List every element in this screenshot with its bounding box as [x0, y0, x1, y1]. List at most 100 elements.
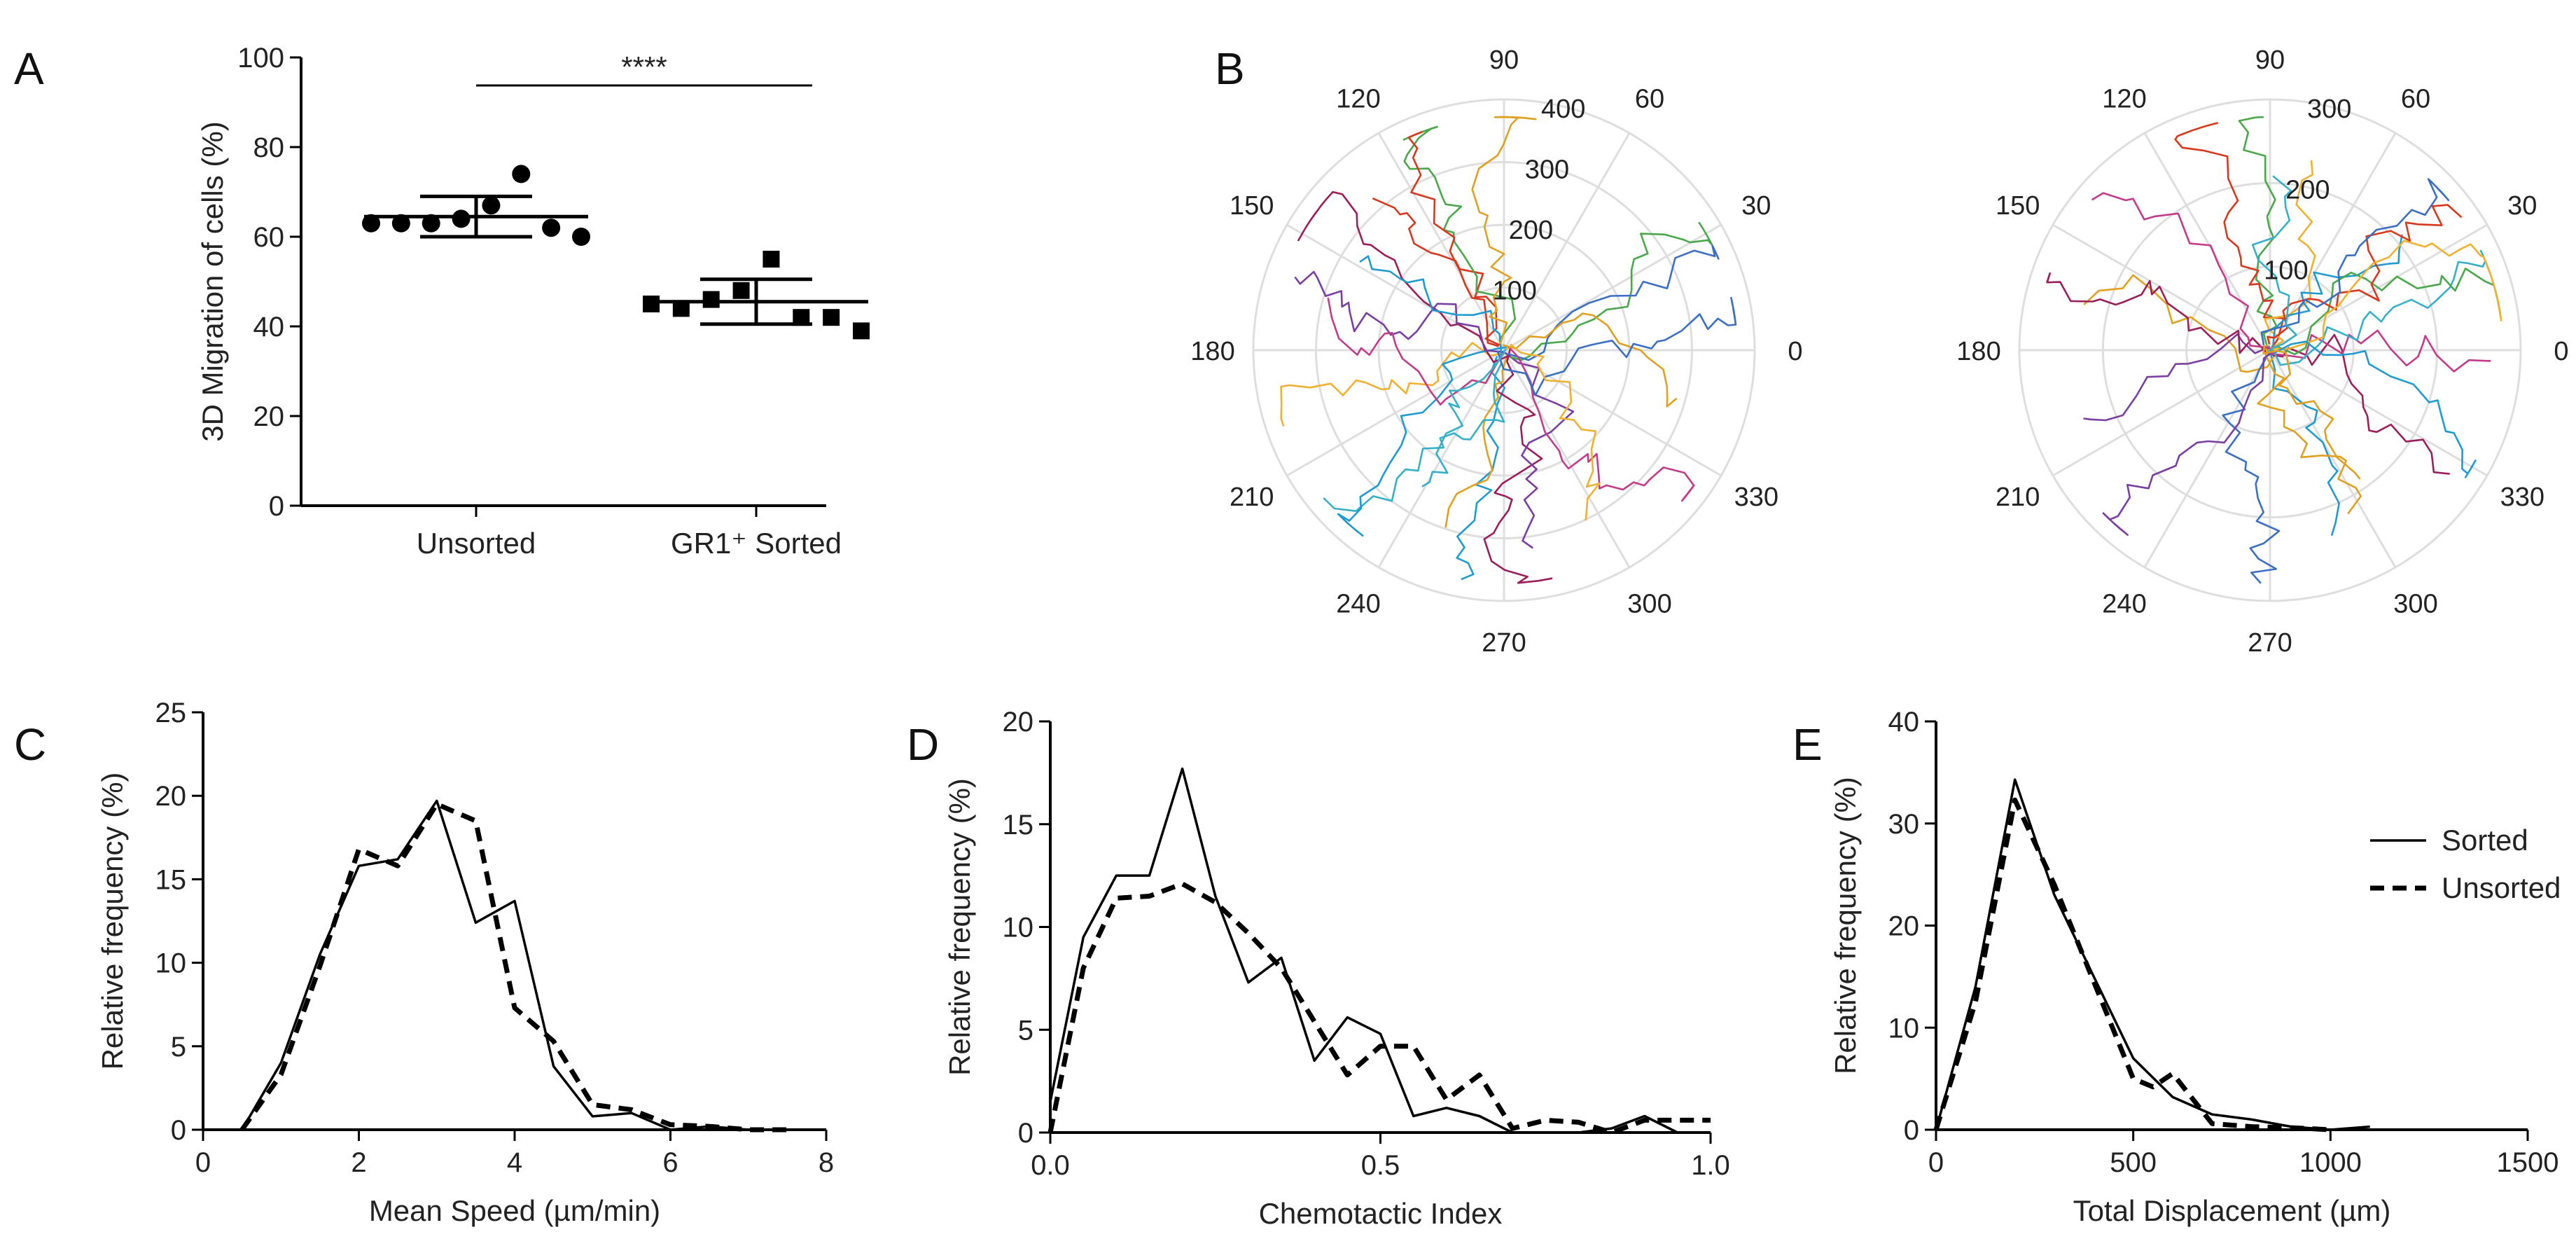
d-y-tick-label: 5	[1018, 1015, 1033, 1046]
d-series-sorted	[1049, 767, 1678, 1134]
b-angle-label: 150	[1230, 191, 1274, 221]
b-cell-track	[1407, 131, 1499, 347]
b-cell-track	[1509, 343, 1601, 521]
b-radial-label: 300	[1525, 155, 1569, 185]
b-cell-track	[2264, 160, 2316, 349]
b-angle-label: 270	[2248, 628, 2292, 658]
a-y-tick-label: 100	[237, 43, 284, 74]
panel-label-c: C	[14, 719, 46, 770]
c-series-unsorted	[239, 801, 788, 1133]
b-cell-track	[1510, 221, 1713, 361]
c-y-tick-label: 10	[155, 948, 187, 979]
b-angle-label: 300	[2393, 589, 2437, 618]
c-x-tick-label: 6	[662, 1147, 678, 1178]
d-y-tick-label: 15	[1003, 810, 1034, 840]
a-data-point	[452, 209, 471, 228]
a-x-tick-label: Unsorted	[417, 527, 536, 560]
b-grid-spoke	[2269, 349, 2488, 477]
b-angle-label: 240	[1336, 589, 1380, 618]
e-y-tick-label: 30	[1888, 809, 1920, 840]
c-x-tick-label: 0	[195, 1147, 211, 1178]
b-grid-spoke	[2269, 349, 2397, 568]
b-cell-track	[1297, 191, 1510, 364]
a-data-point	[732, 282, 750, 299]
a-y-tick-label: 0	[269, 491, 284, 522]
d-x-axis-label: Chemotactic Index	[1259, 1197, 1503, 1230]
b-cell-track	[2102, 351, 2273, 536]
b-cell-track	[1337, 346, 1508, 537]
a-significance-label: ****	[621, 50, 667, 83]
e-x-tick-label: 0	[1928, 1147, 1944, 1178]
a-data-point	[763, 251, 780, 268]
b-cell-track	[1471, 116, 1537, 345]
b-cell-track	[1508, 345, 1695, 502]
e-x-tick-label: 500	[2110, 1147, 2157, 1178]
d-y-axis-label: Relative frequency (%)	[943, 778, 976, 1076]
a-y-tick-label: 60	[253, 222, 285, 253]
b-cell-track	[2238, 116, 2278, 357]
b-cell-track	[1502, 312, 1678, 408]
c-x-axis-label: Mean Speed (µm/min)	[369, 1194, 660, 1227]
b-angle-label: 30	[1741, 191, 1771, 221]
b-cell-track	[2267, 204, 2463, 345]
b-grid-spoke	[2052, 349, 2271, 477]
b-grid-spoke	[1286, 349, 1505, 477]
b-grid-spoke	[1377, 132, 1505, 351]
b-cell-track	[1483, 348, 1553, 584]
b-cell-track	[2046, 272, 2268, 354]
b-angle-label: 30	[2507, 191, 2537, 221]
b-cell-track	[2174, 122, 2285, 349]
a-data-point	[853, 322, 870, 340]
a-y-tick-label: 20	[253, 401, 285, 432]
a-data-point	[482, 196, 501, 215]
d-y-tick-label: 20	[1003, 707, 1034, 738]
b-cell-track	[2271, 234, 2403, 352]
b-grid-spoke	[1377, 349, 1505, 568]
b-radial-label: 200	[1509, 216, 1553, 245]
b-grid-spoke	[2143, 349, 2271, 568]
a-data-point	[512, 165, 531, 184]
b-cell-track	[1496, 296, 1737, 396]
e-legend-label: Sorted	[2442, 824, 2528, 857]
b-cell-track	[2267, 345, 2340, 537]
e-x-tick-label: 1000	[2299, 1147, 2362, 1178]
b-angle-label: 330	[2500, 483, 2544, 512]
b-cell-track	[1280, 342, 1510, 427]
b-cell-track	[1402, 125, 1517, 349]
c-x-tick-label: 2	[351, 1147, 366, 1178]
chart-b-polar-left: 1002003004009060300330300270240210180150…	[1190, 46, 1802, 658]
c-y-tick-label: 20	[155, 781, 187, 812]
b-angle-label: 120	[2102, 85, 2146, 114]
a-data-point	[391, 214, 410, 233]
panel-label-e: E	[1792, 719, 1823, 770]
e-y-tick-label: 0	[1904, 1115, 1919, 1146]
a-data-point	[572, 228, 590, 246]
panel-label-b: B	[1215, 43, 1245, 94]
b-cell-track	[2083, 274, 2276, 373]
chart-a-migration: 0 20 40 60 80 100 3D Migration of cells (%) Uns…	[196, 43, 870, 560]
panel-label-d: D	[907, 719, 939, 770]
d-x-tick-label: 0.0	[1031, 1150, 1070, 1181]
c-y-axis-label: Relative frequency (%)	[96, 773, 129, 1070]
a-x-tick-label: GR1⁺ Sorted	[671, 527, 842, 560]
b-angle-label: 90	[2255, 46, 2285, 75]
e-y-tick-label: 10	[1888, 1013, 1920, 1044]
a-data-point	[823, 309, 840, 326]
a-data-point	[702, 291, 720, 308]
e-x-tick-label: 1500	[2497, 1147, 2559, 1178]
e-y-tick-label: 40	[1888, 707, 1920, 738]
b-cell-track	[2251, 175, 2297, 354]
a-data-point	[542, 219, 561, 237]
b-angle-label: 300	[1627, 589, 1671, 618]
b-cell-track	[1421, 351, 1506, 487]
b-grid-spoke	[1503, 349, 1631, 568]
c-y-tick-label: 5	[171, 1032, 186, 1062]
b-cell-track	[1444, 355, 1508, 528]
b-grid-spoke	[1503, 132, 1631, 351]
b-angle-label: 180	[1190, 337, 1234, 366]
chart-c-mean-speed: 0 5 10 15 20 25 0 2 4 6 8 Mean Speed (µm/min) Relati…	[96, 698, 834, 1227]
b-cell-track	[2091, 192, 2274, 355]
b-angle-label: 0	[2554, 337, 2568, 366]
